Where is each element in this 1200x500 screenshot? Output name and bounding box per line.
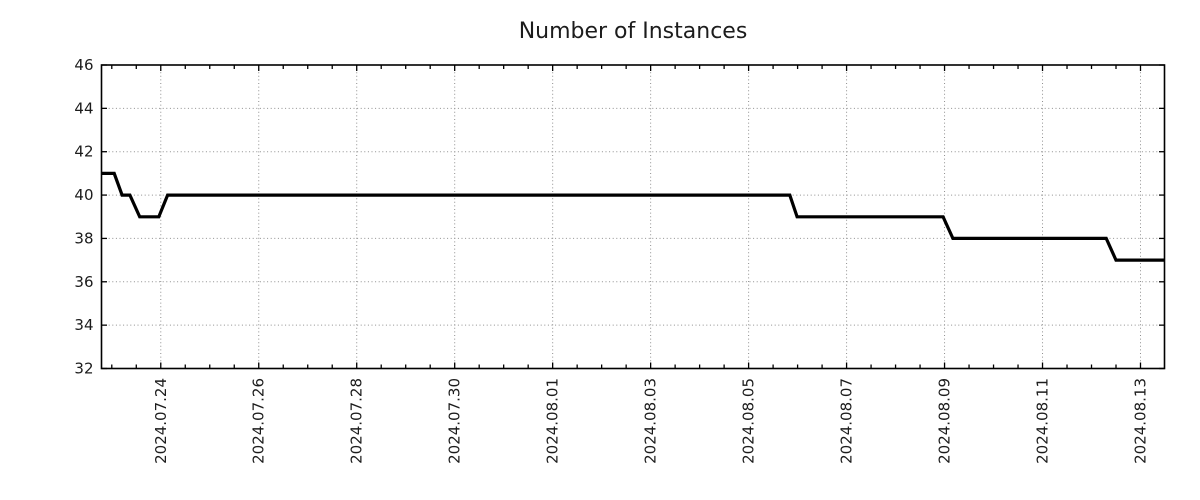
x-tick-label: 2024.08.07 [838, 378, 856, 464]
y-tick-label: 36 [74, 273, 93, 291]
x-tick-label: 2024.07.30 [446, 378, 464, 464]
y-tick-label: 44 [74, 99, 93, 117]
y-tick-label: 46 [74, 56, 93, 74]
axis-layer [100, 64, 1166, 370]
y-tick-label: 42 [74, 143, 93, 161]
grid-layer [101, 65, 1165, 369]
data-layer [101, 171, 1165, 262]
x-tick-label: 2024.08.03 [642, 378, 660, 464]
y-tick-label: 34 [74, 316, 93, 334]
x-tick-label: 2024.07.28 [348, 378, 366, 464]
x-tick-label: 2024.08.11 [1034, 378, 1052, 464]
label-layer: 46 44 42 40 38 36 34 32 2024.07.24 2024.07.26 2024… [74, 56, 1149, 464]
x-tick-label: 2024.08.01 [544, 378, 562, 464]
y-tick-label: 40 [74, 186, 93, 204]
x-tick-label: 2024.08.09 [936, 378, 954, 464]
chart-title: Number of Instances [519, 19, 748, 44]
plot-border [100, 64, 1166, 370]
x-tick-label: 2024.08.13 [1131, 378, 1149, 464]
x-tick-label: 2024.07.24 [152, 378, 170, 464]
y-tick-label: 38 [74, 229, 93, 247]
data-line [101, 171, 1165, 262]
y-tick-label: 32 [74, 360, 93, 378]
x-tick-label: 2024.07.26 [250, 378, 268, 464]
x-tick-label: 2024.08.05 [740, 378, 758, 464]
